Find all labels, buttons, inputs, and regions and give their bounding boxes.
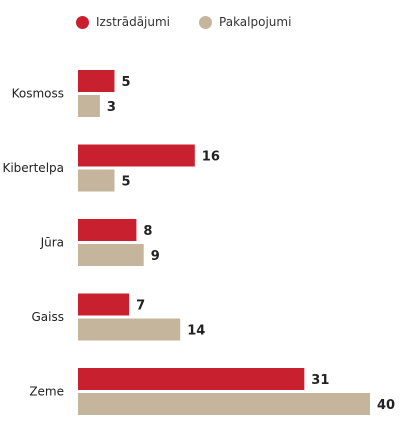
category-label-zeme: Zeme <box>29 385 64 399</box>
category-label-kosmoss: Kosmoss <box>12 87 64 101</box>
value-label-kibertelpa-izstradajumi: 16 <box>202 150 220 165</box>
value-label-kibertelpa-pakalpojumi: 5 <box>122 175 131 190</box>
legend-swatch-izstradajumi <box>76 15 89 29</box>
bar-kibertelpa-izstradajumi <box>78 144 195 167</box>
category-label-kibertelpa: Kibertelpa <box>2 161 64 175</box>
bar-kosmoss-pakalpojumi <box>78 95 100 117</box>
bar-kosmoss-izstradajumi <box>78 70 115 92</box>
category-label-jura: Jūra <box>40 236 64 250</box>
legend-item-izstradajumi: Izstrādājumi <box>76 15 170 29</box>
value-label-gaiss-izstradajumi: 7 <box>136 299 145 314</box>
bar-kibertelpa-pakalpojumi <box>78 169 115 192</box>
value-label-kosmoss-pakalpojumi: 3 <box>107 100 116 115</box>
value-label-jura-pakalpojumi: 9 <box>151 249 160 264</box>
bar-gaiss-pakalpojumi <box>78 318 181 341</box>
value-label-gaiss-pakalpojumi: 14 <box>187 324 205 339</box>
bar-zeme-izstradajumi <box>78 368 305 390</box>
bar-gaiss-izstradajumi <box>78 293 130 316</box>
value-label-zeme-izstradajumi: 31 <box>311 373 329 388</box>
legend-item-pakalpojumi: Pakalpojumi <box>199 15 291 29</box>
bar-zeme-pakalpojumi <box>78 393 370 415</box>
value-label-zeme-pakalpojumi: 40 <box>377 398 395 413</box>
legend-swatch-pakalpojumi <box>199 15 213 29</box>
chart-legend: Izstrādājumi Pakalpojumi <box>76 10 320 34</box>
value-label-kosmoss-izstradajumi: 5 <box>122 75 131 90</box>
category-label-gaiss: Gaiss <box>32 310 65 324</box>
bar-jura-pakalpojumi <box>78 244 144 266</box>
legend-label-izstradajumi: Izstrādājumi <box>96 15 171 29</box>
bar-jura-izstradajumi <box>78 219 137 241</box>
legend-label-pakalpojumi: Pakalpojumi <box>219 15 292 29</box>
value-label-jura-izstradajumi: 8 <box>143 224 152 239</box>
